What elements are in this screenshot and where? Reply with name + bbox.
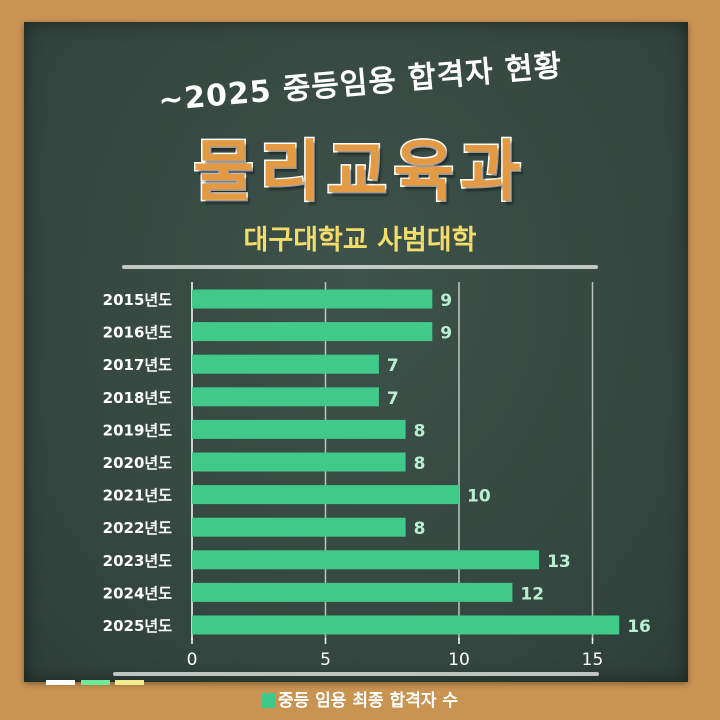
y-tick-label: 2018년도 [103, 389, 173, 407]
legend-swatch [261, 693, 275, 708]
legend: 중등 임용 최종 합격자 수 [0, 686, 720, 711]
data-label: 7 [387, 389, 399, 409]
bar [192, 582, 513, 602]
bar [192, 485, 459, 505]
data-label: 10 [467, 487, 491, 507]
x-tick-label: 5 [320, 650, 331, 670]
green-chalk [81, 680, 110, 685]
y-tick-label: 2017년도 [103, 356, 173, 374]
school-name: 대구대학교 사범대학 [243, 225, 477, 256]
bar [192, 419, 406, 439]
chart-title: 물리교육과 [192, 132, 527, 212]
x-tick-label: 10 [448, 650, 470, 670]
y-tick-label: 2025년도 [103, 617, 173, 635]
x-tick-label: 0 [187, 650, 198, 670]
y-tick-label: 2015년도 [103, 291, 173, 309]
bar [192, 517, 406, 537]
data-label: 8 [414, 519, 426, 539]
bar [192, 387, 379, 407]
x-tick-label: 15 [582, 650, 604, 670]
yellow-chalk [115, 680, 144, 685]
y-tick-label: 2016년도 [103, 324, 173, 342]
data-label: 9 [440, 291, 452, 311]
y-tick-label: 2022년도 [103, 519, 173, 537]
y-tick-label: 2020년도 [103, 454, 173, 472]
data-label: 12 [520, 584, 544, 604]
chalkboard [24, 22, 688, 682]
legend-label: 중등 임용 최종 합격자 수 [277, 691, 459, 711]
data-label: 16 [627, 617, 651, 637]
y-tick-label: 2019년도 [103, 421, 173, 439]
data-label: 8 [414, 454, 426, 474]
white-chalk [46, 680, 75, 685]
data-label: 8 [414, 421, 426, 441]
chalk-divider-bottom [113, 672, 599, 676]
bar [192, 452, 406, 472]
bar [192, 289, 433, 309]
bar [192, 322, 433, 342]
bar [192, 354, 379, 374]
data-label: 7 [387, 356, 399, 376]
bar [192, 550, 540, 570]
y-tick-label: 2021년도 [103, 487, 173, 505]
data-label: 13 [547, 552, 571, 572]
y-tick-label: 2023년도 [103, 552, 173, 570]
data-label: 9 [440, 324, 452, 344]
y-tick-label: 2024년도 [103, 584, 173, 602]
bar [192, 615, 620, 635]
chalk-divider-top [122, 265, 598, 269]
